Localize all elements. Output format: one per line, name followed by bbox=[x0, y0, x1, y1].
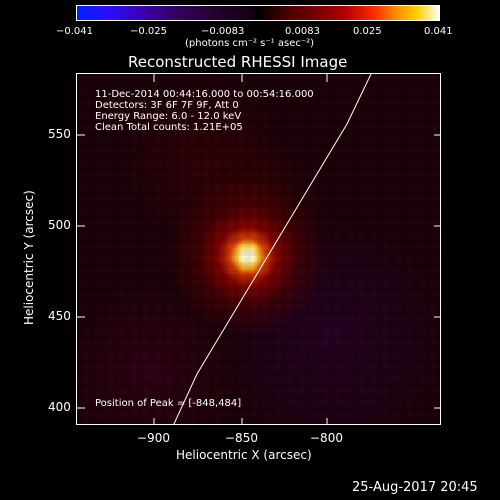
detectors-text: Detectors: 3F 6F 7F 9F, Att 0 bbox=[95, 100, 239, 111]
x-tick-minus850: −850 bbox=[225, 431, 258, 445]
limb-overlay bbox=[173, 74, 372, 424]
obs-time: 11-Dec-2014 00:44:16.000 to 00:54:16.000 bbox=[95, 89, 314, 100]
colorbar-label-5: 0.025 bbox=[353, 26, 382, 37]
y-tick-550: 550 bbox=[48, 127, 71, 141]
colorbar-unit: (photons cm⁻² s⁻¹ asec⁻²) bbox=[185, 38, 315, 49]
energy-range-text: Energy Range: 6.0 - 12.0 keV bbox=[95, 111, 242, 122]
image-panel: 11-Dec-2014 00:44:16.000 to 00:54:16.000… bbox=[76, 73, 441, 425]
y-tick-400: 400 bbox=[48, 400, 71, 414]
y-tick-500: 500 bbox=[48, 218, 71, 232]
timestamp-footer: 25-Aug-2017 20:45 bbox=[352, 480, 478, 495]
solar-limb-line bbox=[173, 74, 372, 424]
colorbar-label-2: −0.025 bbox=[130, 26, 168, 37]
x-axis-title: Heliocentric X (arcsec) bbox=[176, 448, 312, 462]
y-axis-title: Heliocentric Y (arcsec) bbox=[22, 190, 36, 325]
colorbar-label-6: 0.041 bbox=[424, 26, 453, 37]
clean-counts-text: Clean Total counts: 1.21E+05 bbox=[95, 122, 243, 133]
y-tick-450: 450 bbox=[48, 309, 71, 323]
colorbar-label-1: −0.041 bbox=[56, 26, 94, 37]
image-title: Reconstructed RHESSI Image bbox=[128, 53, 348, 71]
x-tick-minus800: −800 bbox=[310, 431, 343, 445]
pixel-texture bbox=[77, 74, 440, 424]
axis-ticks bbox=[77, 74, 440, 424]
solar-flare-image bbox=[77, 74, 440, 424]
peak-position-text: Position of Peak = [-848,484] bbox=[95, 398, 242, 409]
colorbar-label-3: −0.0083 bbox=[201, 26, 245, 37]
colorbar bbox=[76, 5, 440, 21]
x-tick-minus900: −900 bbox=[137, 431, 170, 445]
colorbar-label-4: 0.0083 bbox=[285, 26, 320, 37]
